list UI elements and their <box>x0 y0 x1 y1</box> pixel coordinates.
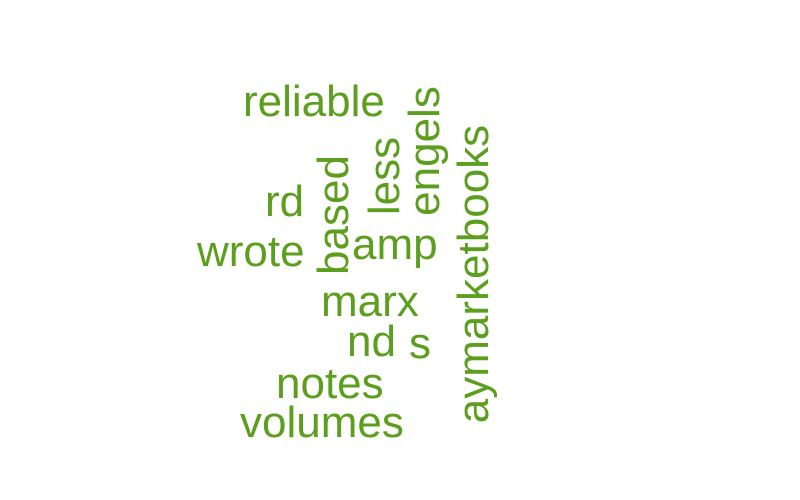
word-s: s <box>409 319 431 368</box>
word-volumes: volumes <box>240 398 404 447</box>
word-amp: amp <box>352 220 438 269</box>
word-aymarketbooks: aymarketbooks <box>449 124 498 424</box>
word-engels: engels <box>400 86 449 216</box>
word-less: less <box>360 136 409 216</box>
word-nd: nd <box>347 317 396 366</box>
word-based: based <box>309 155 358 275</box>
word-marx: marx <box>321 277 419 326</box>
word-reliable: reliable <box>243 77 385 126</box>
word-notes: notes <box>276 359 384 408</box>
word-wrote: wrote <box>197 227 305 276</box>
word-rd: rd <box>265 177 305 226</box>
